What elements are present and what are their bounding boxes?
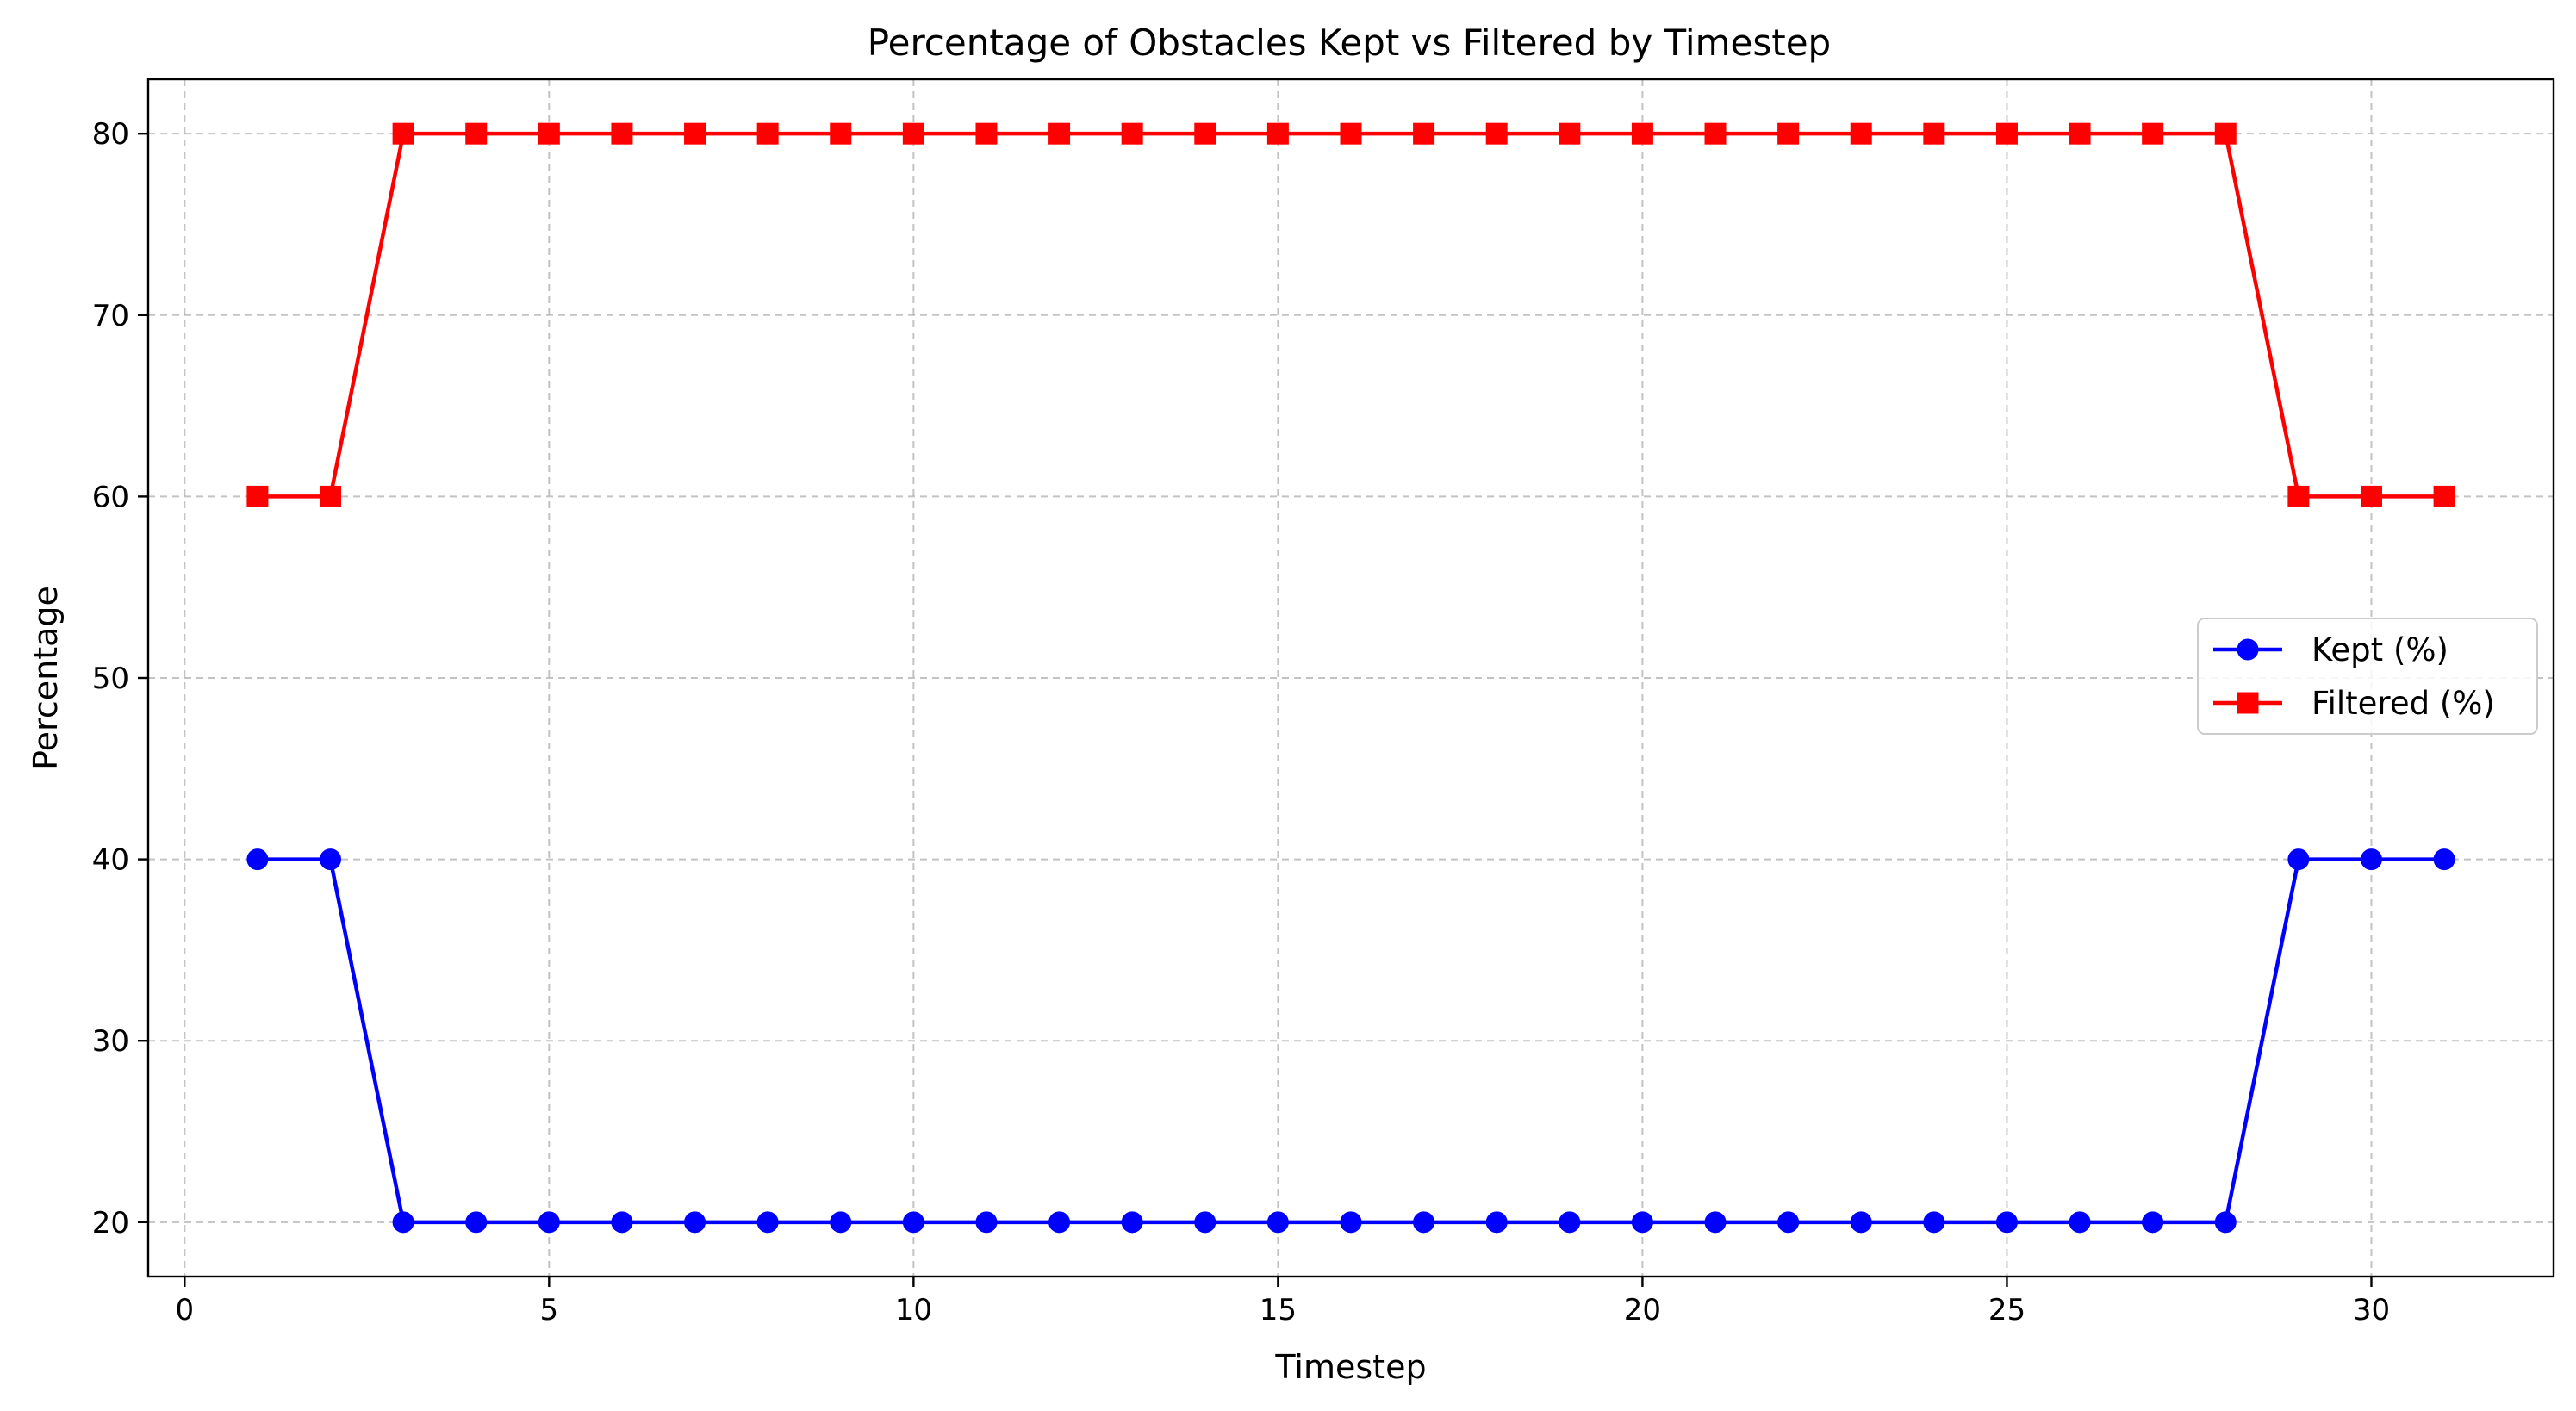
x-axis-label: Timestep <box>1274 1348 1426 1386</box>
data-point <box>1413 1211 1435 1234</box>
tick-layer: 0 5 10 15 20 25 30 20 30 40 50 60 70 80 <box>92 117 2390 1327</box>
data-point <box>1266 1211 1289 1234</box>
y-tick-label: 80 <box>92 117 129 152</box>
data-point <box>1194 122 1216 145</box>
data-point <box>1340 1211 1362 1234</box>
series-filtered <box>246 122 2455 507</box>
data-point <box>1559 1211 1581 1234</box>
data-point <box>684 122 706 145</box>
data-point <box>320 485 342 507</box>
data-point <box>2360 848 2382 871</box>
x-tick-label: 10 <box>895 1293 932 1327</box>
data-point <box>1266 122 1289 145</box>
data-point <box>975 1211 998 1234</box>
y-tick-label: 70 <box>92 299 129 333</box>
data-point <box>1194 1211 1216 1234</box>
data-point <box>1704 1211 1727 1234</box>
data-point <box>465 122 488 145</box>
data-point <box>1121 122 1143 145</box>
data-point <box>1485 122 1508 145</box>
data-point <box>1777 122 1800 145</box>
x-tick-label: 15 <box>1260 1293 1297 1327</box>
data-point <box>1923 1211 1945 1234</box>
data-point <box>1559 122 1581 145</box>
data-point <box>975 122 998 145</box>
data-point <box>246 485 269 507</box>
data-point <box>902 122 924 145</box>
x-tick-label: 30 <box>2353 1293 2390 1327</box>
data-point <box>2433 848 2455 871</box>
data-point <box>465 1211 488 1234</box>
y-tick-label: 50 <box>92 662 129 696</box>
data-point <box>2433 485 2455 507</box>
data-point <box>2214 122 2237 145</box>
data-point <box>2142 1211 2164 1234</box>
data-point <box>1340 122 1362 145</box>
data-point <box>756 122 779 145</box>
data-point <box>320 848 342 871</box>
data-point <box>1850 1211 1872 1234</box>
legend-box <box>2197 618 2538 735</box>
data-point <box>1704 122 1727 145</box>
x-tick-label: 0 <box>175 1293 194 1327</box>
data-point <box>538 122 560 145</box>
series-kept <box>246 848 2455 1234</box>
series-layer <box>246 122 2455 1234</box>
data-point <box>1850 122 1872 145</box>
data-point <box>2069 122 2091 145</box>
data-point <box>2360 485 2382 507</box>
data-point <box>2142 122 2164 145</box>
legend-marker <box>2237 638 2259 661</box>
data-point <box>1923 122 1945 145</box>
data-point <box>611 122 633 145</box>
y-tick-label: 40 <box>92 843 129 878</box>
y-tick-label: 30 <box>92 1024 129 1059</box>
data-point <box>246 848 269 871</box>
data-point <box>830 1211 852 1234</box>
data-point <box>538 1211 560 1234</box>
data-point <box>756 1211 779 1234</box>
data-point <box>392 122 414 145</box>
data-point <box>2287 485 2310 507</box>
data-point <box>1995 122 2018 145</box>
data-point <box>1485 1211 1508 1234</box>
legend-label: Filtered (%) <box>2312 685 2495 722</box>
data-point <box>1413 122 1435 145</box>
legend-marker <box>2237 692 2259 714</box>
data-point <box>1631 1211 1653 1234</box>
data-point <box>1777 1211 1800 1234</box>
legend: Kept (%) Filtered (%) <box>2197 618 2538 735</box>
y-axis-label: Percentage <box>27 586 65 770</box>
data-point <box>2214 1211 2237 1234</box>
data-point <box>611 1211 633 1234</box>
data-point <box>1631 122 1653 145</box>
legend-label: Kept (%) <box>2312 631 2448 668</box>
y-tick-label: 20 <box>92 1206 129 1240</box>
x-tick-label: 5 <box>540 1293 559 1327</box>
legend-item: Kept (%) <box>2213 631 2448 668</box>
x-tick-label: 25 <box>1988 1293 2025 1327</box>
x-tick-label: 20 <box>1624 1293 1661 1327</box>
data-point <box>902 1211 924 1234</box>
data-point <box>1048 1211 1071 1234</box>
data-point <box>2287 848 2310 871</box>
data-point <box>1121 1211 1143 1234</box>
legend-item: Filtered (%) <box>2213 685 2495 722</box>
chart-title: Percentage of Obstacles Kept vs Filtered… <box>868 22 1831 64</box>
data-point <box>2069 1211 2091 1234</box>
data-point <box>392 1211 414 1234</box>
y-tick-label: 60 <box>92 480 129 514</box>
data-point <box>1995 1211 2018 1234</box>
data-point <box>684 1211 706 1234</box>
data-point <box>1048 122 1071 145</box>
data-point <box>830 122 852 145</box>
